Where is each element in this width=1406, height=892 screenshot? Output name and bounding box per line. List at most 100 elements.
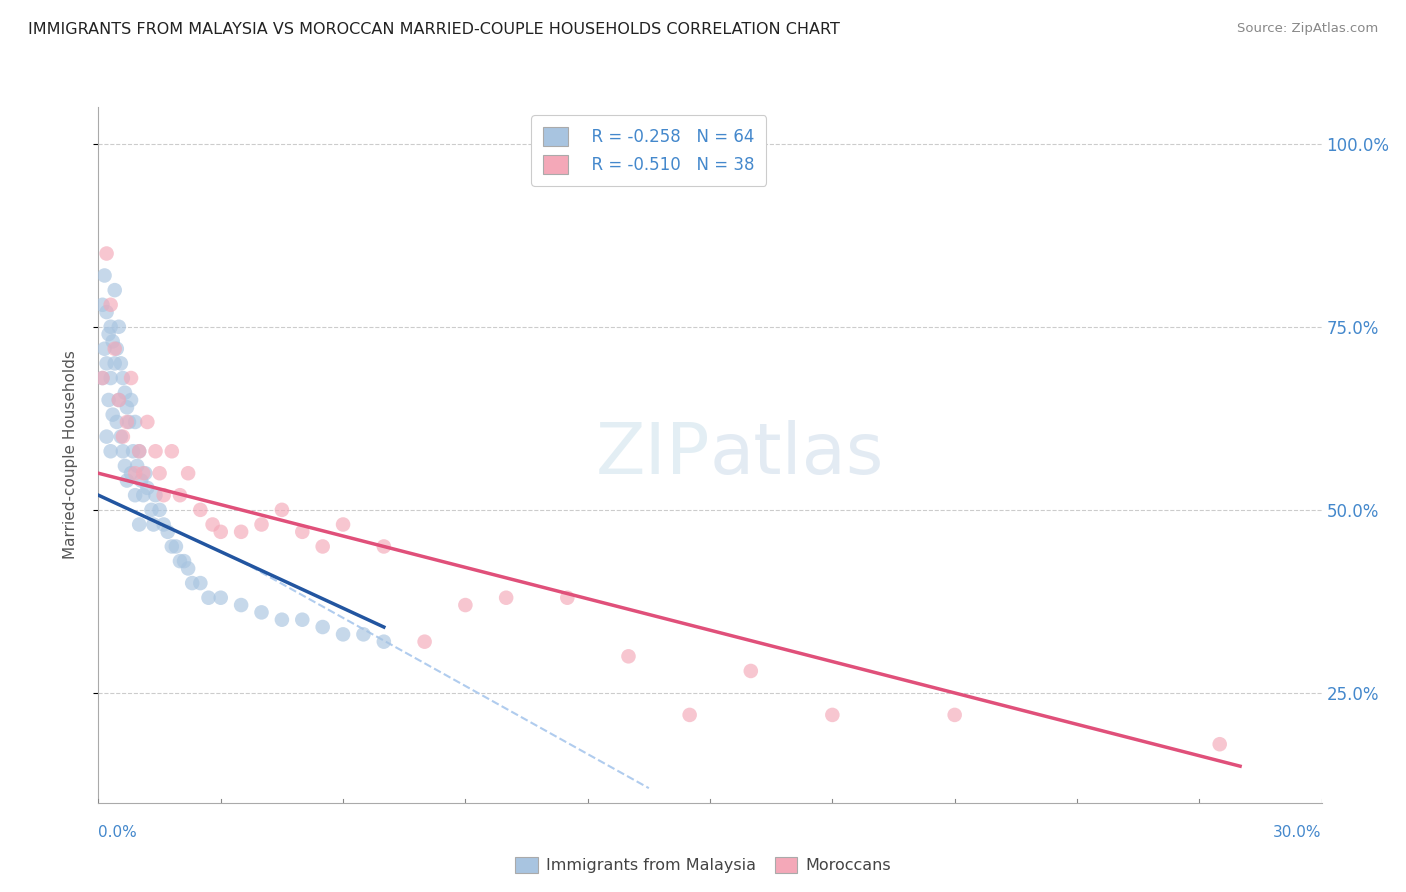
Point (152, 488, 174, 502)
Point (110, 356, 132, 370)
Point (104, 283, 127, 297)
Point (156, 524, 179, 539)
Point (132, 488, 155, 502)
Point (101, 408, 124, 422)
Point (197, 591, 219, 605)
Point (105, 415, 128, 429)
Point (96, 429, 118, 443)
Point (149, 503, 172, 517)
Point (132, 467, 155, 481)
Point (134, 467, 156, 481)
Point (141, 503, 163, 517)
Point (201, 517, 224, 532)
Point (160, 540, 183, 554)
Point (231, 524, 253, 539)
Point (115, 401, 138, 415)
Point (454, 598, 477, 612)
Point (120, 467, 142, 481)
Point (617, 649, 640, 664)
Point (128, 517, 150, 532)
Point (821, 707, 844, 722)
Point (100, 298, 122, 312)
Point (250, 606, 273, 620)
Point (100, 444, 122, 458)
Point (110, 429, 132, 443)
Point (115, 415, 138, 429)
Point (91, 371, 114, 385)
Point (136, 415, 159, 429)
Point (96, 246, 118, 260)
Text: IMMIGRANTS FROM MALAYSIA VS MOROCCAN MARRIED-COUPLE HOUSEHOLDS CORRELATION CHART: IMMIGRANTS FROM MALAYSIA VS MOROCCAN MAR… (28, 22, 839, 37)
Text: atlas: atlas (710, 420, 884, 490)
Point (181, 576, 204, 591)
Point (91, 298, 114, 312)
Point (128, 444, 150, 458)
Point (111, 429, 134, 443)
Point (291, 613, 314, 627)
Point (104, 342, 127, 356)
Point (111, 371, 134, 385)
Point (129, 474, 152, 488)
Point (209, 524, 232, 539)
Point (188, 576, 212, 591)
Point (105, 342, 128, 356)
Point (557, 591, 579, 605)
Point (136, 481, 159, 495)
Point (122, 444, 145, 458)
Point (495, 591, 517, 605)
Point (177, 467, 200, 481)
Point (413, 634, 436, 648)
Point (142, 517, 165, 532)
Point (127, 458, 149, 473)
Point (97, 392, 120, 407)
Point (373, 540, 395, 554)
Point (118, 415, 141, 429)
Legend:   R = -0.258   N = 64,   R = -0.510   N = 38: R = -0.258 N = 64, R = -0.510 N = 38 (531, 115, 766, 186)
Point (332, 627, 354, 641)
Point (145, 444, 167, 458)
Point (291, 524, 314, 539)
Point (149, 467, 172, 481)
Text: ZIP: ZIP (596, 420, 710, 490)
Point (165, 540, 187, 554)
Point (270, 503, 294, 517)
Point (943, 707, 966, 722)
Point (160, 444, 183, 458)
Point (96, 356, 118, 370)
Text: Source: ZipAtlas.com: Source: ZipAtlas.com (1237, 22, 1378, 36)
Point (101, 334, 124, 349)
Point (1208, 737, 1232, 751)
Point (679, 707, 702, 722)
Point (124, 467, 146, 481)
Text: 0.0%: 0.0% (98, 825, 138, 840)
Text: 30.0%: 30.0% (1274, 825, 1322, 840)
Point (352, 627, 374, 641)
Point (93, 268, 115, 283)
Point (169, 554, 191, 568)
Point (93, 342, 115, 356)
Point (108, 392, 131, 407)
Point (114, 458, 136, 473)
Point (114, 385, 136, 400)
Point (231, 598, 253, 612)
Point (124, 488, 146, 502)
Point (91, 371, 114, 385)
Point (152, 517, 174, 532)
Point (124, 415, 146, 429)
Point (209, 591, 232, 605)
Point (373, 634, 395, 648)
Point (250, 517, 273, 532)
Y-axis label: Married-couple Households: Married-couple Households (63, 351, 77, 559)
Point (188, 503, 212, 517)
Point (270, 613, 294, 627)
Point (108, 392, 131, 407)
Point (312, 620, 335, 634)
Point (177, 561, 200, 575)
Point (312, 540, 335, 554)
Point (120, 371, 142, 385)
Point (104, 356, 127, 370)
Point (332, 517, 354, 532)
Legend: Immigrants from Malaysia, Moroccans: Immigrants from Malaysia, Moroccans (509, 850, 897, 880)
Point (128, 444, 150, 458)
Point (740, 664, 762, 678)
